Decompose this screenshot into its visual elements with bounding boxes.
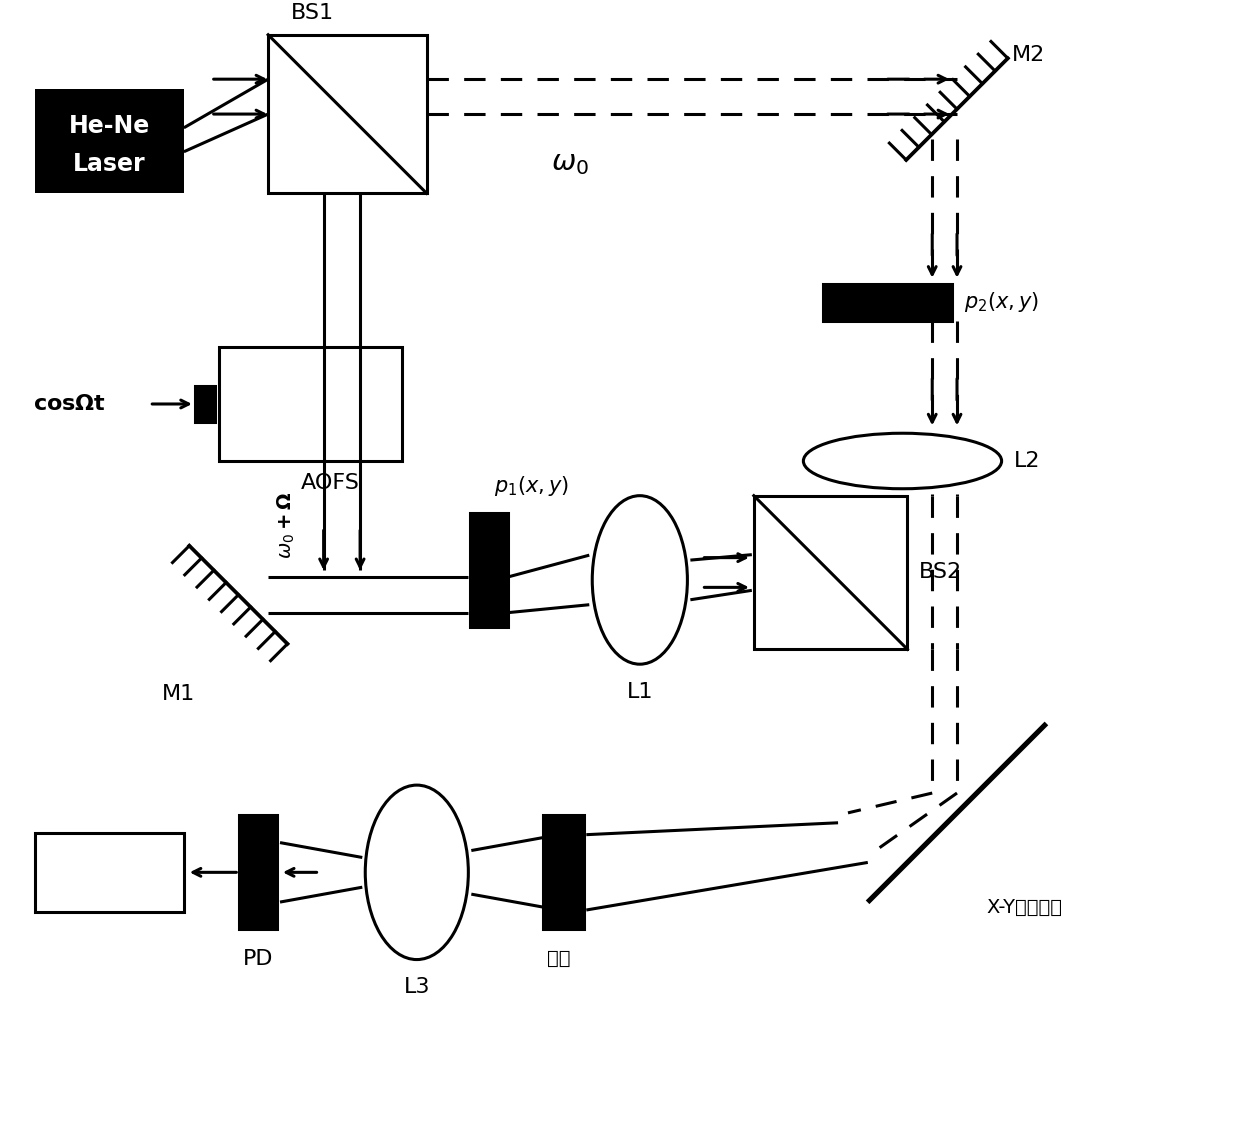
- Bar: [754, 495, 908, 650]
- Bar: [543, 816, 584, 929]
- Text: 物体: 物体: [547, 950, 570, 968]
- Bar: [35, 90, 184, 193]
- Text: Laser: Laser: [73, 152, 146, 176]
- Text: PD: PD: [243, 950, 274, 969]
- Bar: [239, 816, 277, 929]
- Text: $\boldsymbol{\omega_0}$: $\boldsymbol{\omega_0}$: [552, 149, 589, 177]
- Bar: [35, 833, 184, 912]
- Text: $p_2(x, y)$: $p_2(x, y)$: [963, 291, 1039, 315]
- Text: M1: M1: [162, 684, 196, 704]
- Bar: [470, 513, 508, 627]
- Text: BS2: BS2: [919, 562, 962, 583]
- Bar: [218, 346, 402, 461]
- Text: BS1: BS1: [291, 3, 334, 23]
- Text: He-Ne: He-Ne: [69, 114, 150, 137]
- Bar: [195, 386, 215, 421]
- Bar: [268, 35, 427, 193]
- Text: M2: M2: [1012, 44, 1045, 65]
- Bar: [823, 284, 952, 321]
- Text: L1: L1: [626, 682, 653, 702]
- Text: $p_1(x, y)$: $p_1(x, y)$: [494, 474, 569, 499]
- Text: AOFS: AOFS: [300, 473, 360, 493]
- Text: X-Y扫描振镜: X-Y扫描振镜: [987, 897, 1063, 917]
- Text: L2: L2: [1013, 451, 1040, 471]
- Text: $\boldsymbol{\omega_0+\Omega}$: $\boldsymbol{\omega_0+\Omega}$: [275, 492, 296, 559]
- Text: L3: L3: [403, 977, 430, 997]
- Text: $\mathbf{cos\Omega t}$: $\mathbf{cos\Omega t}$: [33, 394, 105, 414]
